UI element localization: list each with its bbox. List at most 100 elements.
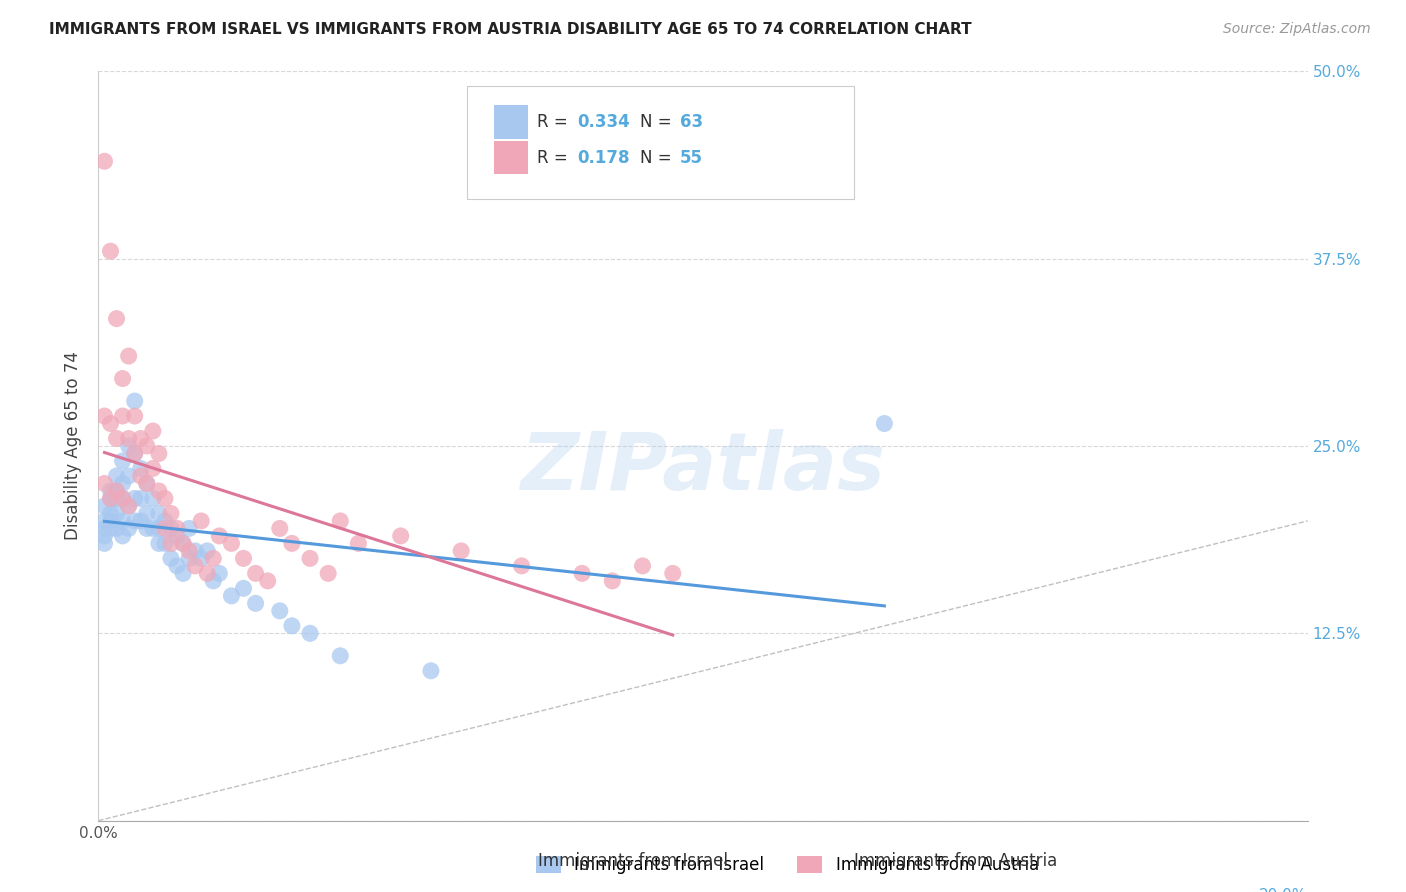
Point: [118, 499, 141, 513]
Point: [602, 574, 624, 588]
Point: [105, 491, 128, 506]
Text: 0.334: 0.334: [578, 113, 630, 131]
Point: [221, 589, 243, 603]
Point: [100, 491, 122, 506]
Point: [135, 521, 157, 535]
Point: [105, 432, 128, 446]
Point: [160, 521, 183, 535]
Point: [256, 574, 278, 588]
Point: [195, 544, 218, 558]
Point: [111, 454, 134, 468]
Point: [111, 476, 134, 491]
Point: [148, 483, 170, 498]
Point: [93, 499, 115, 513]
Text: 0.178: 0.178: [578, 149, 630, 167]
Point: [129, 491, 152, 506]
Text: R =: R =: [537, 149, 574, 167]
Point: [129, 469, 152, 483]
Point: [148, 521, 170, 535]
Point: [100, 491, 122, 506]
Point: [184, 544, 207, 558]
Point: [166, 558, 188, 573]
Point: [118, 439, 141, 453]
Point: [160, 536, 183, 550]
FancyBboxPatch shape: [467, 87, 855, 199]
Point: [142, 424, 165, 438]
Point: [232, 551, 254, 566]
Point: [190, 551, 212, 566]
Point: [221, 536, 243, 550]
Point: [153, 536, 176, 550]
Point: [160, 551, 183, 566]
Point: [100, 483, 122, 498]
Point: [142, 461, 165, 475]
Text: 63: 63: [681, 113, 703, 131]
Legend: Immigrants from Israel, Immigrants from Austria: Immigrants from Israel, Immigrants from …: [529, 849, 1046, 881]
Point: [93, 409, 115, 423]
Point: [184, 558, 207, 573]
Text: IMMIGRANTS FROM ISRAEL VS IMMIGRANTS FROM AUSTRIA DISABILITY AGE 65 TO 74 CORREL: IMMIGRANTS FROM ISRAEL VS IMMIGRANTS FRO…: [49, 22, 972, 37]
Point: [93, 154, 115, 169]
Point: [93, 514, 115, 528]
Point: [111, 491, 134, 506]
Point: [245, 566, 267, 581]
Point: [202, 574, 225, 588]
Text: R =: R =: [537, 113, 574, 131]
Point: [142, 521, 165, 535]
Point: [105, 469, 128, 483]
Point: [135, 476, 157, 491]
Point: [105, 521, 128, 535]
Point: [124, 446, 146, 460]
Text: N =: N =: [640, 149, 678, 167]
Point: [166, 521, 188, 535]
Point: [118, 349, 141, 363]
Point: [111, 371, 134, 385]
Point: [208, 566, 231, 581]
Point: [661, 566, 683, 581]
Point: [129, 514, 152, 528]
Point: [190, 514, 212, 528]
Point: [100, 507, 122, 521]
Point: [129, 432, 152, 446]
FancyBboxPatch shape: [494, 141, 527, 175]
Point: [124, 409, 146, 423]
Point: [281, 536, 304, 550]
Point: [329, 648, 352, 663]
Point: [153, 491, 176, 506]
Point: [100, 514, 122, 528]
Point: [105, 483, 128, 498]
Point: [93, 529, 115, 543]
Point: [111, 529, 134, 543]
Point: [179, 521, 201, 535]
Point: [172, 536, 194, 550]
Point: [873, 417, 896, 431]
Point: [329, 514, 352, 528]
Point: [118, 499, 141, 513]
Text: Source: ZipAtlas.com: Source: ZipAtlas.com: [1223, 22, 1371, 37]
Point: [172, 566, 194, 581]
Point: [111, 491, 134, 506]
Point: [208, 529, 231, 543]
Point: [179, 544, 201, 558]
Point: [118, 521, 141, 535]
Point: [111, 409, 134, 423]
Point: [153, 514, 176, 528]
Point: [316, 566, 339, 581]
Point: [135, 507, 157, 521]
Point: [135, 476, 157, 491]
Point: [631, 558, 654, 573]
Point: [281, 619, 304, 633]
Point: [135, 439, 157, 453]
Point: [160, 507, 183, 521]
Text: Immigrants from Austria: Immigrants from Austria: [855, 852, 1057, 870]
Point: [299, 551, 322, 566]
Point: [118, 469, 141, 483]
Point: [93, 536, 115, 550]
Point: [148, 507, 170, 521]
Point: [148, 536, 170, 550]
Point: [232, 582, 254, 596]
Point: [571, 566, 593, 581]
Point: [111, 514, 134, 528]
Point: [389, 529, 412, 543]
Text: 20.0%: 20.0%: [1260, 888, 1308, 892]
